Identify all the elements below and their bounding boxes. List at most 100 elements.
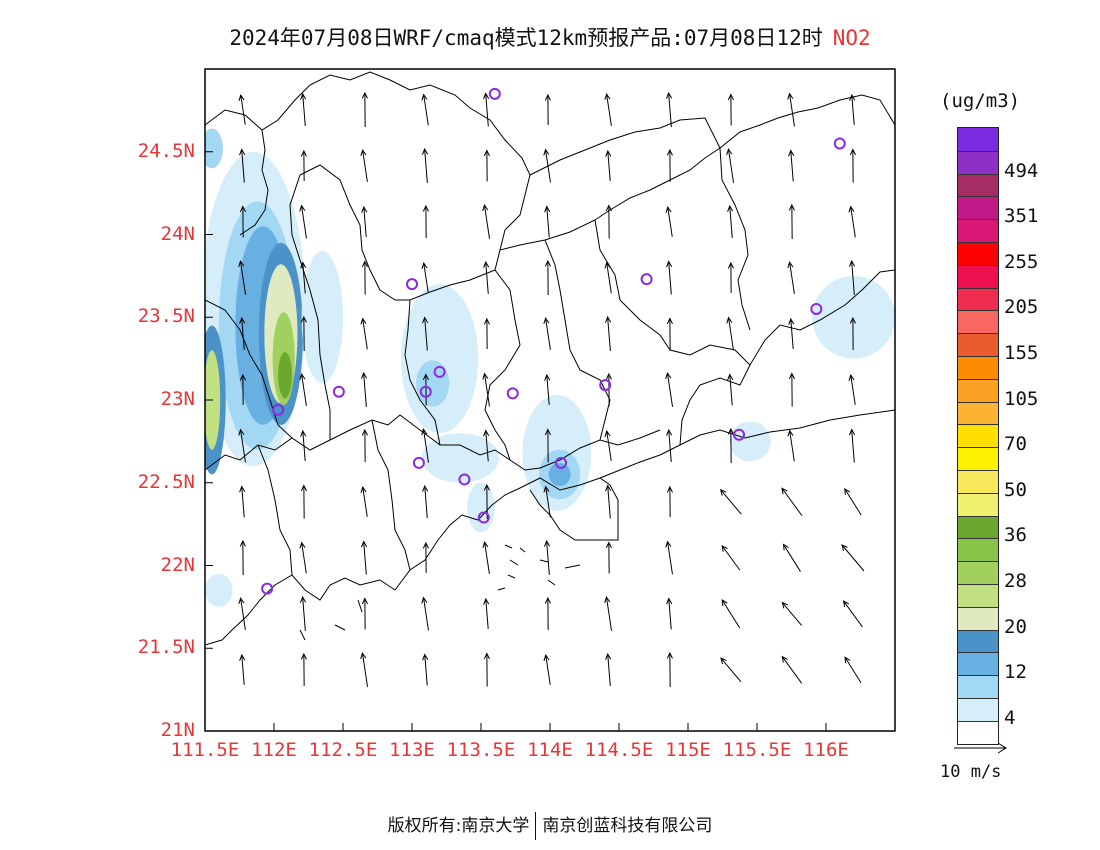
district-boundary-5 — [594, 219, 895, 366]
islands — [299, 544, 581, 641]
wind-arrow-icon — [788, 317, 795, 349]
wind-arrow-icon — [421, 428, 430, 463]
wind-arrow-icon — [665, 372, 674, 407]
district-boundary-3 — [484, 269, 521, 461]
colorbar-segment — [958, 196, 998, 220]
footer: 版权所有:南京大学 南京创蓝科技有限公司 — [0, 811, 1100, 840]
colorbar-unit: (ug/m3) — [940, 90, 1021, 112]
wind-arrow-icon — [422, 653, 429, 686]
colorbar-segment — [958, 333, 998, 356]
colorbar-segment — [958, 606, 998, 630]
wind-arrow-icon — [543, 485, 551, 518]
x-tick-label: 115E — [665, 739, 711, 761]
colorbar-segment — [958, 424, 998, 448]
wind-arrow-icon — [666, 260, 673, 295]
colorbar-segment — [958, 652, 998, 676]
colorbar-segment — [958, 469, 998, 493]
copyright-owner: 版权所有:南京大学 — [387, 816, 530, 836]
wind-arrow-icon — [727, 261, 734, 294]
wind-arrow-icon — [422, 316, 429, 351]
wind-arrow-icon — [300, 261, 307, 294]
wind-arrow-icon — [666, 91, 673, 127]
colorbar-label: 4 — [1004, 706, 1016, 729]
district-boundary-6 — [719, 147, 751, 331]
district-boundary-7 — [679, 364, 751, 446]
colorbar-segment — [958, 492, 998, 516]
y-tick-label: 23.5N — [137, 305, 195, 328]
wind-arrow-icon — [849, 428, 856, 463]
wind-arrow-icon — [848, 205, 856, 238]
wind-arrow-icon — [239, 653, 246, 685]
colorbar-label: 20 — [1004, 615, 1027, 638]
x-tick-label: 115.5E — [722, 739, 792, 761]
no2-contour-patch — [205, 573, 233, 607]
wind-arrow-icon — [300, 315, 307, 352]
station-marker-icon — [733, 428, 746, 441]
colorbar-segment — [958, 287, 998, 311]
wind-arrow-icon — [666, 485, 673, 518]
coastline — [205, 409, 895, 646]
colorbar-label: 36 — [1004, 524, 1027, 547]
station-marker-icon — [412, 456, 425, 469]
wind-arrow-icon — [844, 656, 862, 683]
wind-arrow-icon — [422, 204, 429, 239]
wind-arrow-icon — [544, 428, 551, 463]
wind-arrow-icon — [360, 652, 369, 687]
wind-arrow-icon — [239, 205, 246, 238]
wind-arrow-icon — [483, 597, 490, 629]
colorbar-segment — [958, 310, 998, 334]
wind-arrow-icon — [482, 372, 490, 407]
x-tick-label: 113.5E — [446, 739, 516, 761]
no2-contour-patch — [400, 284, 479, 434]
wind-arrow-icon — [544, 373, 551, 405]
colorbar-segment — [958, 720, 998, 744]
wind-arrow-icon — [300, 595, 307, 631]
wind-arrow-icon — [544, 93, 551, 126]
wind-arrow-icon — [788, 149, 795, 182]
station-marker-icon — [433, 365, 446, 378]
colorbar-segment — [958, 675, 998, 698]
wind-arrow-icon — [605, 149, 612, 181]
wind-arrow-icon — [421, 93, 429, 126]
station-marker-icon — [555, 456, 568, 469]
x-tick-label: 112E — [251, 739, 297, 761]
wind-arrow-icon — [604, 93, 612, 126]
colorbar-segment — [958, 583, 998, 607]
colorbar-segment — [958, 355, 998, 379]
colorbar-segment — [958, 561, 998, 584]
district-boundary-12 — [257, 444, 293, 576]
colorbar-segment — [958, 219, 998, 242]
district-boundary-8 — [239, 129, 269, 236]
wind-arrow-icon — [300, 652, 307, 687]
no2-contour-patch — [729, 421, 771, 462]
y-tick-label: 24.5N — [137, 139, 195, 162]
wind-arrow-icon — [299, 541, 307, 574]
wind-arrow-icon — [726, 148, 735, 183]
wind-arrow-icon — [849, 148, 856, 183]
y-tick-label: 21.5N — [137, 636, 195, 659]
district-boundary-10 — [529, 117, 721, 176]
wind-arrow-icon — [726, 316, 734, 351]
station-marker-icon — [332, 385, 345, 398]
station-marker-icon — [261, 582, 274, 595]
coastline-and-boundaries — [205, 71, 895, 646]
wind-arrow-icon — [543, 317, 551, 350]
colorbar-segment — [958, 264, 998, 288]
wind-arrow-icon — [361, 371, 368, 407]
title-text: 2024年07月08日WRF/cmaq模式12km预报产品:07月08日12时 — [229, 26, 823, 50]
station-marker-icon — [458, 473, 471, 486]
wind-vectors — [238, 91, 865, 688]
station-marker-icon — [506, 387, 519, 400]
y-tick-label: 22N — [160, 553, 195, 576]
colorbar-label: 28 — [1004, 570, 1027, 592]
wind-arrow-icon — [787, 429, 795, 462]
chart-title: 2024年07月08日WRF/cmaq模式12km预报产品:07月08日12时 N… — [0, 22, 1100, 52]
wind-arrow-icon — [842, 600, 863, 628]
colorbar-label: 255 — [1004, 250, 1039, 273]
wind-arrow-icon — [300, 149, 307, 182]
colorbar-segment — [958, 378, 998, 402]
wind-arrow-icon — [483, 317, 490, 350]
wind-arrow-icon — [666, 651, 673, 688]
wind-arrow-icon — [788, 372, 795, 407]
province-boundary-north — [205, 71, 895, 251]
